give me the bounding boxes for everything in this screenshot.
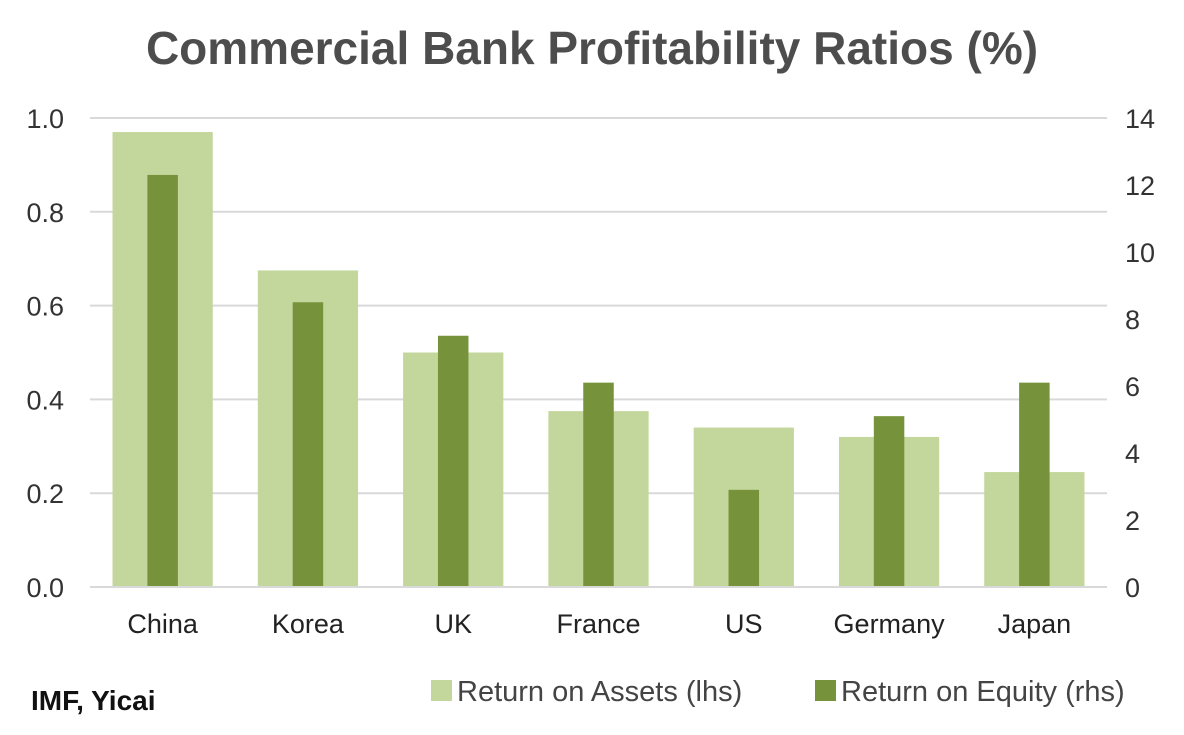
- legend: Return on Assets (lhs) Return on Equity …: [431, 676, 1125, 708]
- bar-return-on-equity: [437, 335, 469, 587]
- bar-return-on-equity: [873, 416, 905, 587]
- right-tick-label: 8: [1125, 305, 1140, 335]
- bar-return-on-equity: [292, 302, 324, 587]
- legend-swatch-return-on-assets: [431, 680, 452, 701]
- left-tick-label: 0.0: [26, 573, 64, 603]
- right-tick-label: 4: [1125, 439, 1140, 469]
- left-tick-label: 0.4: [26, 385, 64, 415]
- chart-title: Commercial Bank Profitability Ratios (%): [146, 22, 1038, 74]
- category-label: Germany: [834, 609, 946, 639]
- right-tick-label: 0: [1125, 573, 1140, 603]
- bar-return-on-equity: [147, 174, 178, 587]
- legend-label-return-on-equity: Return on Equity (rhs): [841, 676, 1125, 708]
- right-axis-ticks: 0 2 4 6 8 10 12 14: [1125, 104, 1155, 603]
- bar-return-on-equity: [583, 382, 614, 587]
- category-label: Japan: [998, 609, 1072, 639]
- right-tick-label: 14: [1125, 104, 1155, 134]
- legend-label-return-on-assets: Return on Assets (lhs): [457, 676, 742, 708]
- left-tick-label: 0.2: [26, 479, 64, 509]
- left-tick-label: 0.8: [26, 198, 64, 228]
- bar-return-on-equity: [1019, 382, 1050, 587]
- right-tick-label: 6: [1125, 372, 1140, 402]
- category-labels: China Korea UK France US Germany Japan: [127, 609, 1071, 639]
- right-tick-label: 10: [1125, 238, 1155, 268]
- bars: [90, 132, 1107, 588]
- category-label: US: [725, 609, 763, 639]
- legend-swatch-return-on-equity: [815, 680, 836, 701]
- left-axis-ticks: 0.0 0.2 0.4 0.6 0.8 1.0: [26, 104, 64, 603]
- source-note: IMF, Yicai: [31, 685, 156, 716]
- bar-return-on-equity: [728, 489, 760, 587]
- right-tick-label: 2: [1125, 506, 1140, 536]
- category-label: China: [127, 609, 199, 639]
- left-tick-label: 1.0: [26, 104, 64, 134]
- left-tick-label: 0.6: [26, 292, 64, 322]
- right-tick-label: 12: [1125, 171, 1155, 201]
- category-label: UK: [434, 609, 472, 639]
- category-label: Korea: [272, 609, 345, 639]
- category-label: France: [556, 609, 640, 639]
